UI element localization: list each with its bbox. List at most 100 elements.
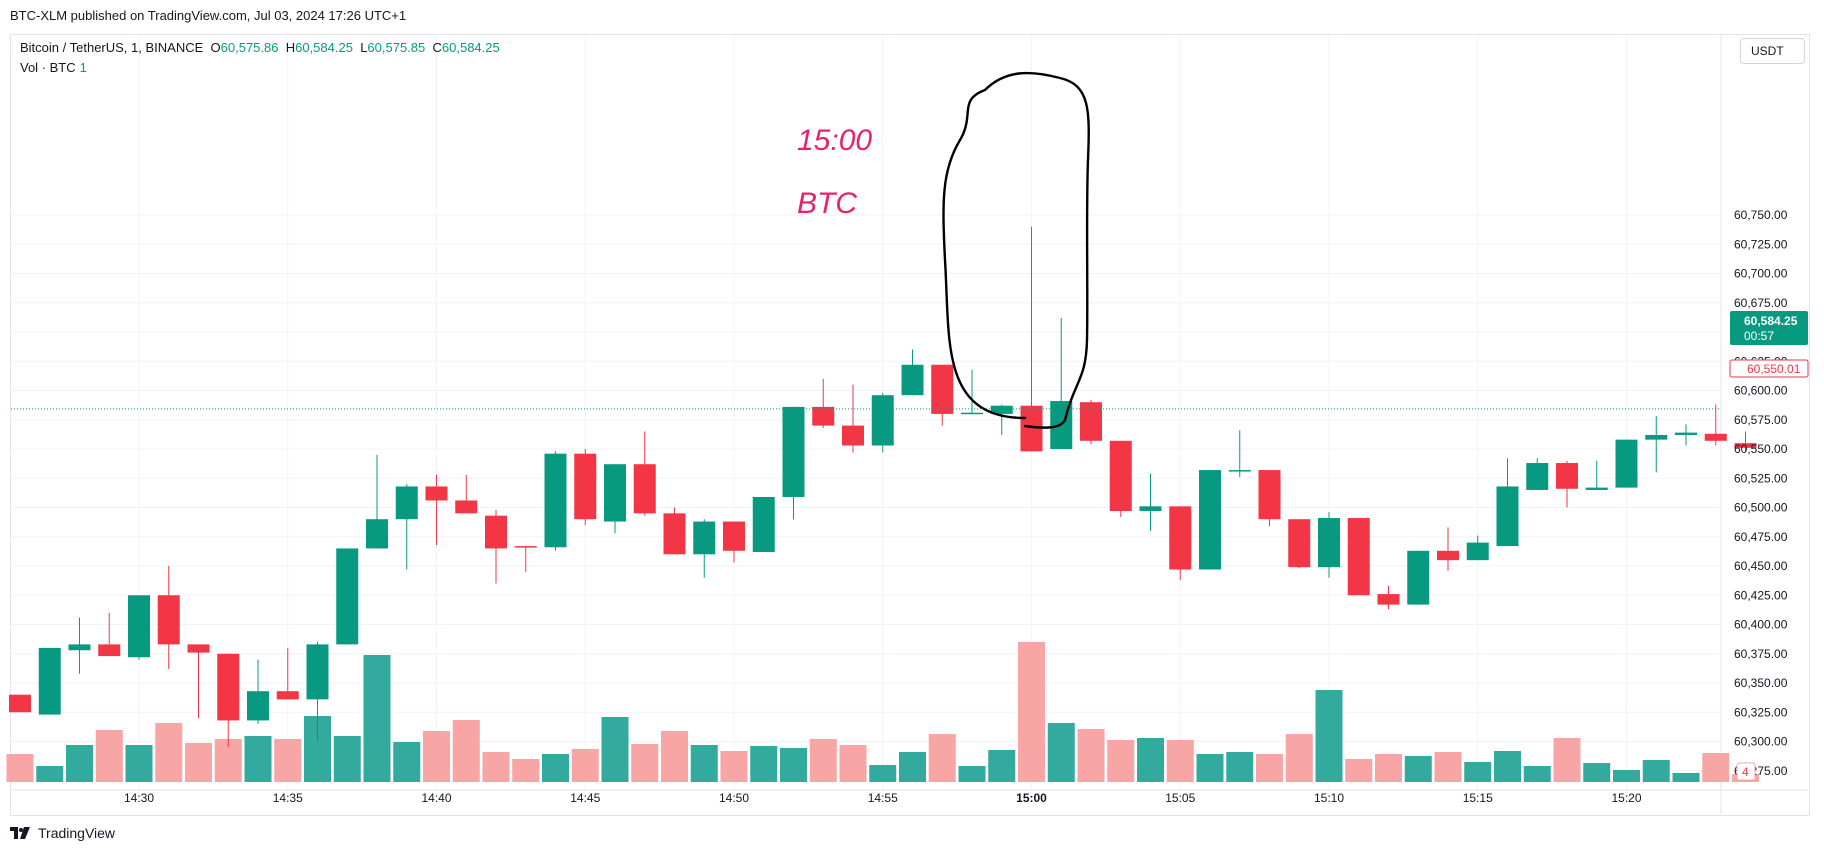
- candle[interactable]: [1675, 424, 1697, 446]
- candle[interactable]: [1556, 460, 1578, 508]
- candle[interactable]: [217, 653, 240, 748]
- currency-button[interactable]: USDT: [1740, 38, 1805, 64]
- price-tick-label: 60,600.00: [1734, 384, 1788, 398]
- candle[interactable]: [1109, 440, 1132, 517]
- volume-bar: [1583, 763, 1611, 782]
- volume-bar: [958, 766, 986, 782]
- volume-bar: [899, 752, 926, 782]
- time-axis: 14:30 14:35 14:40 14:45 14:50 14:55 15:00 15:05…: [124, 791, 1642, 805]
- candle[interactable]: [1377, 585, 1400, 610]
- candle[interactable]: [723, 521, 745, 563]
- candle[interactable]: [1288, 519, 1311, 569]
- candle[interactable]: [1050, 317, 1073, 449]
- candle[interactable]: [1258, 470, 1281, 527]
- candle[interactable]: [1645, 416, 1668, 473]
- candle-body: [38, 647, 61, 715]
- candle[interactable]: [98, 612, 121, 657]
- candle[interactable]: [1437, 527, 1459, 571]
- candle-body: [1020, 405, 1043, 452]
- volume-bar: [1375, 754, 1402, 782]
- candle[interactable]: [901, 349, 924, 396]
- candle[interactable]: [1228, 430, 1251, 478]
- time-tick-label: 15:20: [1611, 791, 1641, 805]
- candle[interactable]: [247, 659, 269, 724]
- candle[interactable]: [425, 474, 448, 545]
- candle-body: [1318, 518, 1340, 568]
- candle[interactable]: [1347, 518, 1370, 596]
- candle[interactable]: [1199, 470, 1221, 570]
- volume-bar: [452, 720, 480, 782]
- volume-bar: [1315, 690, 1343, 782]
- candle[interactable]: [1169, 506, 1192, 581]
- candle-body: [128, 595, 150, 658]
- candle[interactable]: [336, 548, 359, 645]
- candle[interactable]: [306, 642, 329, 742]
- volume-bar: [839, 745, 867, 782]
- candle-body: [1139, 506, 1162, 512]
- volume-bar: [928, 734, 956, 782]
- volume-bar: [1107, 740, 1135, 782]
- candle[interactable]: [187, 644, 210, 719]
- candle[interactable]: [395, 484, 418, 570]
- candle-body: [871, 395, 894, 446]
- candle[interactable]: [544, 451, 567, 551]
- candle[interactable]: [9, 694, 31, 713]
- candle[interactable]: [961, 369, 983, 415]
- candle[interactable]: [574, 449, 597, 526]
- candle[interactable]: [276, 647, 299, 700]
- candle[interactable]: [812, 378, 835, 428]
- price-tick-label: 60,325.00: [1734, 705, 1788, 719]
- candle[interactable]: [1466, 535, 1489, 561]
- candle-body: [217, 653, 240, 721]
- candle[interactable]: [514, 546, 537, 572]
- candle[interactable]: [871, 392, 894, 453]
- candle[interactable]: [1080, 399, 1102, 445]
- candle[interactable]: [455, 474, 478, 514]
- volume-bar: [36, 766, 64, 782]
- candle-body: [931, 364, 954, 414]
- candle[interactable]: [1318, 512, 1340, 578]
- volume-bar: [6, 754, 34, 782]
- candle-body: [1734, 443, 1757, 448]
- candle[interactable]: [693, 519, 716, 578]
- volume-bar: [1285, 734, 1313, 782]
- candle[interactable]: [485, 509, 507, 584]
- candle-body: [990, 405, 1013, 414]
- candle[interactable]: [1615, 439, 1638, 488]
- candle[interactable]: [1704, 404, 1727, 446]
- candle[interactable]: [1526, 458, 1549, 490]
- candle[interactable]: [68, 617, 91, 674]
- candle[interactable]: [1020, 226, 1043, 452]
- candle[interactable]: [1139, 473, 1162, 531]
- candle-layer: [9, 226, 1757, 748]
- tradingview-logo-icon: [10, 827, 30, 839]
- candle[interactable]: [633, 431, 656, 516]
- candle[interactable]: [782, 406, 805, 520]
- candle[interactable]: [157, 566, 180, 669]
- volume-bar: [1166, 740, 1194, 782]
- candle[interactable]: [1734, 431, 1757, 452]
- candle[interactable]: [842, 384, 864, 453]
- countdown-text: 00:57: [1744, 329, 1774, 343]
- candle-body: [693, 521, 716, 555]
- time-tick-label: 14:55: [868, 791, 898, 805]
- footer-brand[interactable]: TradingView: [10, 825, 115, 841]
- candle[interactable]: [752, 496, 775, 552]
- close-label: C: [432, 40, 442, 55]
- volume-bar: [1702, 753, 1730, 782]
- candle[interactable]: [604, 464, 626, 534]
- candle[interactable]: [366, 454, 388, 549]
- volume-bar: [1047, 723, 1075, 782]
- time-tick-label: 14:50: [719, 791, 749, 805]
- candle[interactable]: [1585, 460, 1608, 490]
- candle[interactable]: [1496, 458, 1519, 547]
- candle[interactable]: [1407, 550, 1430, 605]
- candle[interactable]: [663, 507, 686, 555]
- candle[interactable]: [990, 404, 1013, 435]
- candle[interactable]: [38, 647, 61, 715]
- volume-label: Vol · BTC: [20, 60, 76, 75]
- candle[interactable]: [931, 364, 954, 426]
- candle-body: [247, 691, 269, 721]
- candle[interactable]: [128, 595, 150, 660]
